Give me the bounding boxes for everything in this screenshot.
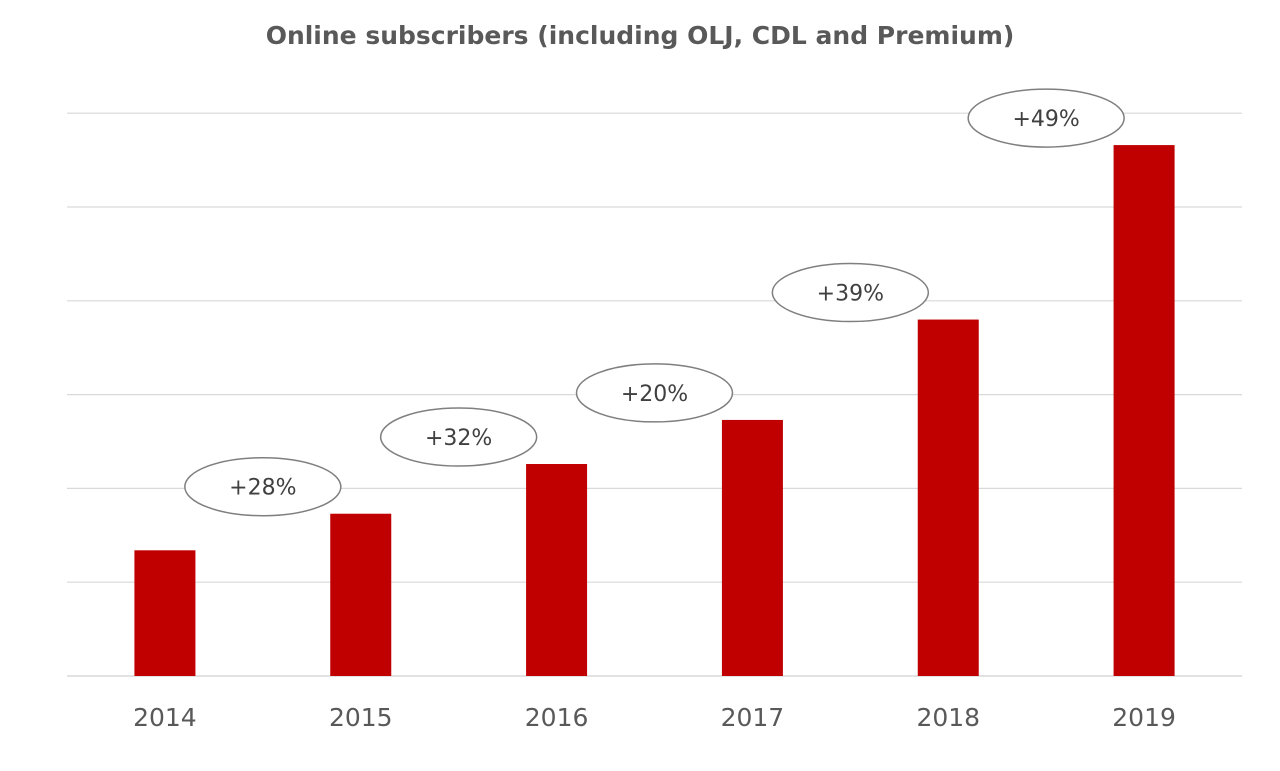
x-tick-label: 2015 (329, 703, 393, 732)
growth-annotation-2018: +39% (771, 262, 930, 323)
x-tick-label: 2014 (133, 703, 197, 732)
growth-label: +28% (229, 476, 296, 501)
bar-2015 (330, 513, 392, 676)
growth-annotation-2015: +28% (184, 456, 342, 517)
x-axis-tick-labels: 2014 2015 2016 2017 2018 2019 (133, 703, 1176, 732)
growth-label: +20% (621, 382, 688, 407)
x-tick-label: 2016 (525, 703, 589, 732)
growth-label: +32% (425, 426, 492, 451)
bar-2014 (134, 550, 196, 676)
growth-ellipse (379, 407, 538, 467)
bar-2018 (917, 319, 979, 676)
growth-annotation-2017: +20% (575, 363, 734, 423)
growth-ellipse (184, 456, 342, 517)
x-tick-label: 2018 (916, 703, 980, 732)
growth-ellipse (575, 363, 734, 423)
bar-2019 (1113, 145, 1175, 677)
growth-label: +49% (1012, 107, 1079, 132)
bar-2016 (526, 464, 588, 676)
bar-2017 (721, 419, 783, 676)
growth-ellipse (967, 88, 1125, 148)
growth-label: +39% (817, 282, 884, 307)
chart-title: Online subscribers (including OLJ, CDL a… (266, 21, 1015, 50)
bars (134, 145, 1175, 677)
growth-ellipse (771, 262, 930, 323)
growth-annotation-2019: +49% (967, 88, 1125, 148)
x-tick-label: 2019 (1112, 703, 1176, 732)
x-tick-label: 2017 (721, 703, 785, 732)
growth-annotation-2016: +32% (379, 407, 538, 467)
growth-annotations: +28% +32% +20% +39% +49% (184, 88, 1125, 517)
